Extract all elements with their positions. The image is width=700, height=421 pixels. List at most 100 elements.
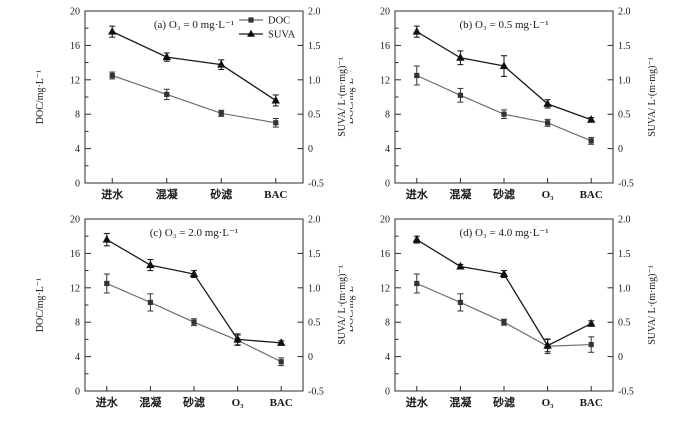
x-tick-label: 混凝	[156, 187, 179, 201]
suva-point-marker	[108, 27, 117, 35]
y-right-tick-label: -0.5	[308, 387, 324, 398]
x-tick-label: 混凝	[449, 395, 472, 409]
x-tick-label: BAC	[264, 189, 287, 201]
doc-point-marker	[164, 91, 170, 98]
plot-border	[394, 218, 614, 392]
x-tick-label: 砂滤	[183, 395, 205, 409]
doc-point-marker	[414, 280, 420, 287]
x-tick-label: 砂滤	[493, 395, 515, 409]
y-left-tick-label: 20	[70, 7, 80, 18]
suva-point-marker	[162, 52, 171, 61]
y-right-tick-label: 1.5	[308, 41, 321, 52]
y-left-tick-label: 20	[380, 215, 390, 226]
y-right-tick-label: -0.5	[618, 387, 634, 398]
y-right-tick-label: 1.0	[618, 283, 631, 294]
doc-point-marker	[457, 299, 463, 306]
left-axis-label: DOC/mg·L⁻¹	[35, 278, 46, 332]
x-tick-label: 进水	[101, 187, 124, 201]
doc-point-marker	[545, 120, 551, 126]
y-left-tick-label: 16	[380, 249, 390, 260]
panel-title: (b) O₃ = 0.5 mg·L⁻¹	[459, 19, 548, 31]
left-axis-label: DOC/mg·L⁻¹	[350, 70, 356, 124]
legend-label: SUVA	[268, 30, 296, 41]
y-right-tick-label: 0.5	[618, 318, 631, 329]
y-right-tick-label: 1.5	[308, 249, 321, 260]
suva-series-line	[106, 239, 282, 344]
right-axis-label: SUVA/ L·(m·mg)⁻¹	[647, 265, 658, 344]
x-tick-label: 混凝	[139, 395, 162, 409]
suva-point-marker	[271, 95, 280, 104]
y-left-tick-label: 12	[70, 283, 80, 294]
panel-title: (a) O₃ = 0 mg·L⁻¹	[154, 19, 234, 31]
y-right-tick-label: 2.0	[308, 7, 321, 18]
right-axis-label: SUVA/ L·(m·mg)⁻¹	[337, 265, 348, 344]
legend-label: DOC	[268, 16, 290, 27]
x-tick-label: 进水	[406, 187, 429, 201]
x-tick-label: 进水	[96, 395, 119, 409]
plot-border	[394, 10, 614, 184]
y-left-tick-label: 4	[385, 144, 390, 155]
x-tick-label: BAC	[270, 397, 293, 409]
doc-point-marker	[273, 120, 279, 126]
panel-title: (c) O₃ = 2.0 mg·L⁻¹	[150, 227, 238, 239]
y-left-tick-label: 20	[70, 215, 80, 226]
doc-point-marker	[104, 280, 110, 287]
doc-point-marker	[588, 138, 594, 144]
y-left-tick-label: 8	[75, 110, 80, 121]
y-right-tick-label: 1.5	[618, 41, 631, 52]
suva-point-marker	[277, 338, 286, 346]
y-right-tick-label: 0	[618, 352, 623, 363]
right-axis-label: SUVA/ L·(m·mg)⁻¹	[647, 57, 658, 136]
panel-a: 0 4 8 12 16 20 2.0 1.5 1.0 0.5 0 -0.5 进水 混凝 砂滤 BAC DOC/m…	[0, 0, 350, 208]
legend-square-marker-icon	[248, 17, 254, 23]
panel-svg-a: 0 4 8 12 16 20 2.0 1.5 1.0 0.5 0 -0.5 进水 混凝 砂滤 BAC DOC/m…	[35, 7, 348, 202]
y-left-tick-label: 16	[380, 41, 390, 52]
x-tick-label: O₃	[542, 397, 555, 409]
doc-point-marker	[414, 72, 420, 79]
doc-point-marker	[501, 319, 507, 325]
panel-d: 0 4 8 12 16 20 2.0 1.5 1.0 0.5 0 -0.5 进水 混凝 砂滤 O₃ BAC DOC…	[345, 208, 700, 416]
y-right-tick-label: 2.0	[618, 7, 631, 18]
panel-b: 0 4 8 12 16 20 2.0 1.5 1.0 0.5 0 -0.5 进水 混凝 砂滤 O₃ BAC DOC…	[345, 0, 700, 208]
y-right-tick-label: -0.5	[618, 179, 634, 190]
y-left-tick-label: 0	[385, 179, 390, 190]
suva-point-marker	[412, 27, 421, 35]
y-right-tick-label: 1.0	[308, 75, 321, 86]
suva-point-marker	[543, 99, 552, 107]
x-tick-label: O₃	[542, 189, 555, 201]
right-axis-label: SUVA/ L·(m·mg)⁻¹	[337, 57, 348, 136]
y-left-tick-label: 4	[75, 144, 80, 155]
y-left-tick-label: 20	[380, 7, 390, 18]
left-axis-label: DOC/mg·L⁻¹	[350, 278, 356, 332]
x-tick-label: BAC	[580, 189, 603, 201]
x-tick-label: 砂滤	[210, 187, 232, 201]
suva-point-marker	[102, 235, 111, 243]
y-left-tick-label: 16	[70, 249, 80, 260]
y-left-tick-label: 8	[385, 318, 390, 329]
y-right-tick-label: 1.5	[618, 249, 631, 260]
plot-border	[84, 218, 304, 392]
y-right-tick-label: 0.5	[618, 110, 631, 121]
x-tick-label: 混凝	[449, 187, 472, 201]
y-left-tick-label: 4	[385, 352, 390, 363]
y-left-tick-label: 8	[385, 110, 390, 121]
y-left-tick-label: 16	[70, 41, 80, 52]
doc-point-marker	[278, 359, 284, 365]
suva-point-marker	[189, 269, 199, 278]
x-tick-label: BAC	[580, 397, 603, 409]
suva-point-marker	[543, 340, 552, 349]
y-left-tick-label: 0	[385, 387, 390, 398]
y-left-tick-label: 12	[380, 75, 390, 86]
doc-point-marker	[501, 111, 507, 117]
suva-point-marker	[587, 115, 596, 123]
x-tick-label: 进水	[406, 395, 429, 409]
doc-series-line	[416, 74, 592, 142]
y-right-tick-label: -0.5	[308, 179, 324, 190]
panel-svg-c: 0 4 8 12 16 20 2.0 1.5 1.0 0.5 0 -0.5 进水 混凝 砂滤 O₃ BAC DOC…	[35, 215, 348, 410]
y-left-tick-label: 12	[70, 75, 80, 86]
panel-svg-d: 0 4 8 12 16 20 2.0 1.5 1.0 0.5 0 -0.5 进水 混凝 砂滤 O₃ BAC DOC…	[345, 215, 658, 410]
suva-point-marker	[456, 53, 465, 61]
doc-series-line	[112, 74, 276, 124]
panel-title: (d) O₃ = 4.0 mg·L⁻¹	[459, 227, 548, 239]
